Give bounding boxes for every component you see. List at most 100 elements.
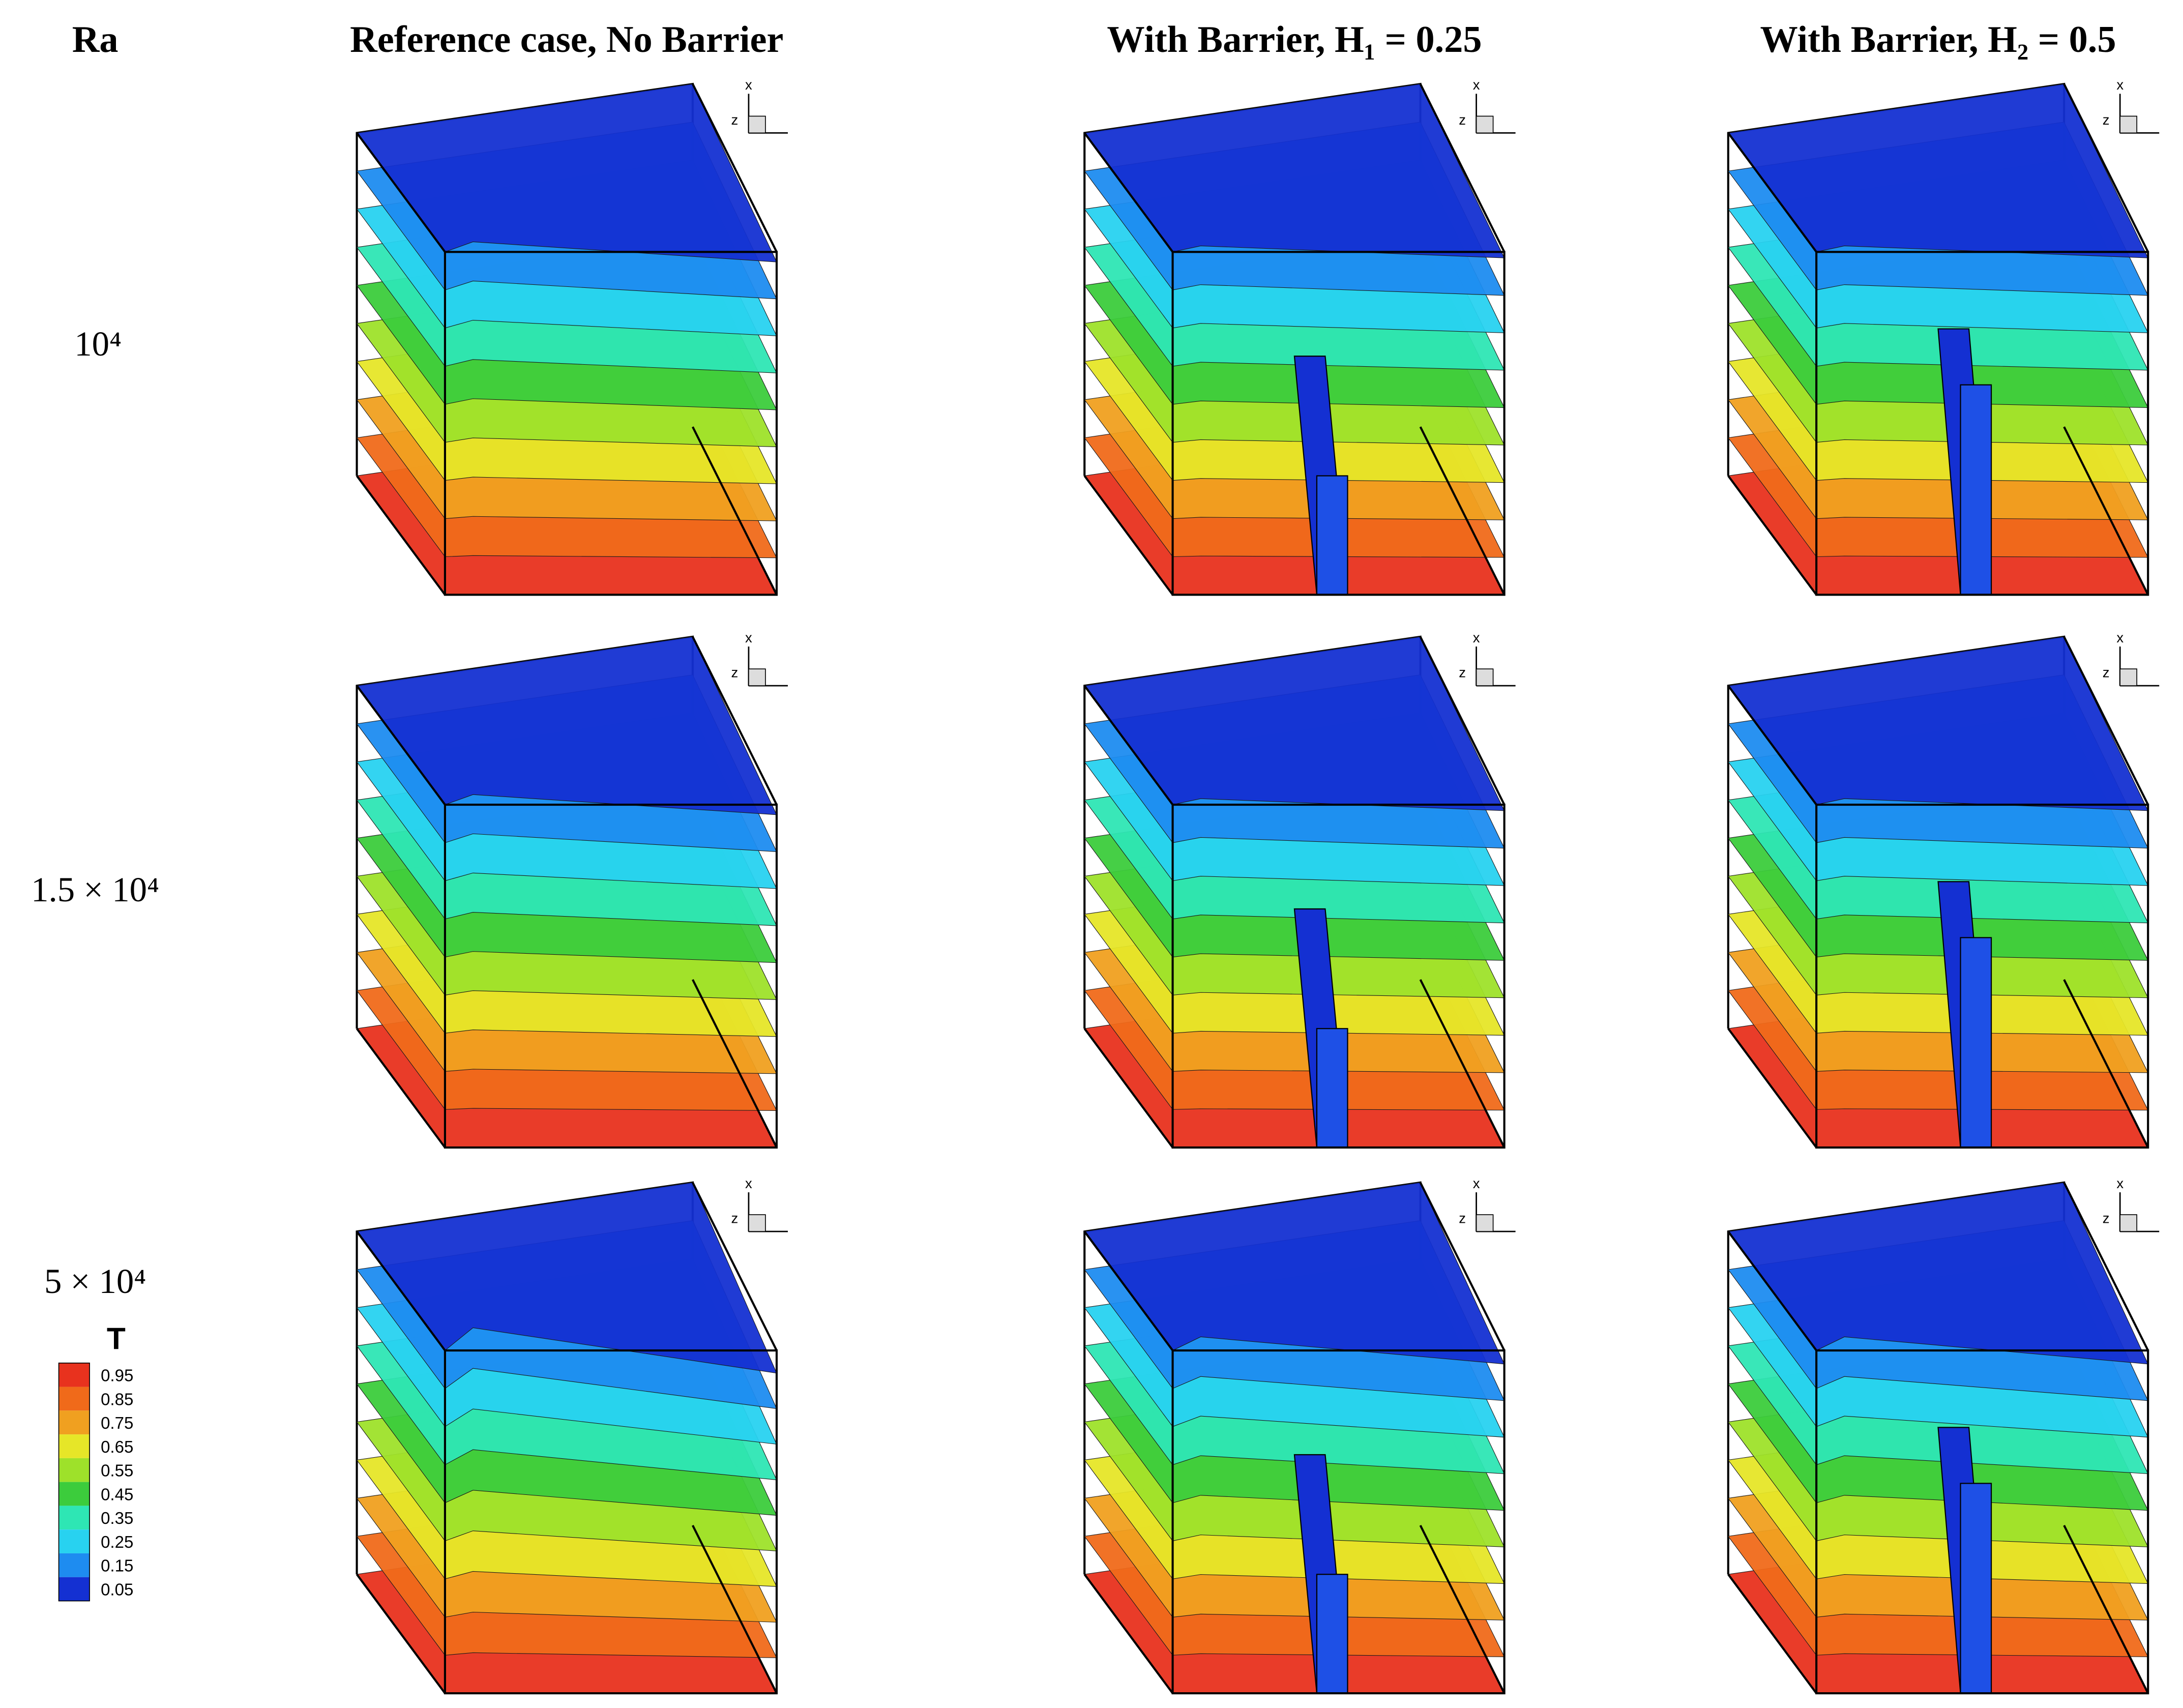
barrier-front — [1960, 384, 1992, 596]
box-edge — [356, 1027, 446, 1149]
box-edge — [1083, 475, 1174, 596]
legend-swatch — [58, 1387, 90, 1411]
axis-cube — [2119, 1214, 2138, 1232]
column-header: Reference case, No Barrier — [350, 19, 783, 61]
box-edge — [356, 1573, 446, 1694]
legend-label: 0.15 — [101, 1556, 133, 1575]
box-edge — [692, 426, 778, 596]
plot-panel: xz — [356, 630, 788, 1149]
axis-label: z — [1459, 1211, 1466, 1226]
axis-label: x — [1473, 1175, 1480, 1191]
box-edge — [2063, 979, 2149, 1149]
legend-label: 0.75 — [101, 1413, 133, 1432]
legend-label: 0.25 — [101, 1533, 133, 1551]
plot-panel: xz — [356, 1175, 788, 1695]
axis-label: x — [1473, 77, 1480, 93]
plot-panel: xz — [1083, 1175, 1516, 1695]
box-edge — [2063, 636, 2149, 805]
box-edge — [692, 1182, 778, 1351]
axis-label: z — [1459, 112, 1466, 128]
box-edge — [1727, 1573, 1817, 1694]
box-edge — [692, 1525, 778, 1694]
box-edge — [1419, 979, 1506, 1149]
box-edge — [1419, 83, 1506, 253]
box-edge — [1727, 1027, 1817, 1149]
barrier-front — [1316, 1028, 1348, 1149]
row-label: 1.5 × 10⁴ — [31, 870, 159, 909]
axis-cube — [2119, 668, 2138, 686]
box-edge — [692, 83, 778, 253]
row-label: 5 × 10⁴ — [44, 1262, 146, 1301]
row-header: Ra — [72, 19, 119, 61]
box-edge — [1727, 132, 1817, 253]
axis-cube — [748, 115, 766, 134]
axis-cube — [2119, 115, 2138, 134]
axis-label: x — [745, 77, 752, 93]
axis-label: z — [1459, 665, 1466, 681]
box-edge — [1419, 426, 1506, 596]
box-edge — [692, 636, 778, 805]
axis-label: z — [731, 665, 739, 681]
row-label: 10⁴ — [74, 325, 122, 363]
axis-label: x — [2116, 1175, 2123, 1191]
plot-panel: xz — [356, 77, 788, 596]
legend-label: 0.35 — [101, 1509, 133, 1527]
box-edge — [2063, 1525, 2149, 1694]
plot-panel: xz — [1727, 77, 2160, 596]
barrier-front — [1960, 937, 1992, 1149]
box-edge — [1083, 685, 1174, 806]
axis-label: z — [731, 1211, 739, 1226]
legend-swatch — [58, 1458, 90, 1482]
axis-cube — [1476, 1214, 1494, 1232]
plot-panel: xz — [1083, 630, 1516, 1149]
box-edge — [1727, 1230, 1817, 1351]
axis-cube — [748, 1214, 766, 1232]
column-header: With Barrier, H₁ = 0.25 — [1107, 19, 1482, 61]
axis-cube — [748, 668, 766, 686]
axis-label: z — [2103, 665, 2110, 681]
barrier-front — [1960, 1483, 1992, 1694]
axis-label: z — [2103, 112, 2110, 128]
barrier-front — [1316, 1574, 1348, 1694]
axis-label: x — [745, 1175, 752, 1191]
box-edge — [1083, 132, 1174, 253]
axis-label: z — [2103, 1211, 2110, 1226]
plot-panel: xz — [1727, 630, 2160, 1149]
legend-swatch — [58, 1577, 90, 1601]
legend-frame — [58, 1362, 90, 1602]
box-edge — [1419, 636, 1506, 805]
box-edge — [1083, 1230, 1174, 1351]
legend-label: 0.05 — [101, 1580, 133, 1599]
box-edge — [356, 132, 446, 253]
legend-swatch — [58, 1482, 90, 1506]
box-edge — [1419, 1182, 1506, 1351]
box-edge — [1419, 1525, 1506, 1694]
axis-label: x — [2116, 77, 2123, 93]
legend-label: 0.45 — [101, 1485, 133, 1504]
legend-swatch — [58, 1363, 90, 1387]
box-edge — [2063, 83, 2149, 253]
axis-label: x — [745, 630, 752, 645]
box-edge — [1727, 475, 1817, 596]
box-edge — [692, 979, 778, 1149]
box-edge — [356, 685, 446, 806]
plot-panel: xz — [1727, 1175, 2160, 1695]
legend-label: 0.55 — [101, 1461, 133, 1480]
column-header: With Barrier, H₂ = 0.5 — [1760, 19, 2116, 61]
box-edge — [1727, 685, 1817, 806]
barrier-front — [1316, 475, 1348, 596]
box-edge — [2063, 426, 2149, 596]
plot-panel: xz — [1083, 77, 1516, 596]
axis-label: x — [2116, 630, 2123, 645]
axis-cube — [1476, 115, 1494, 134]
axis-label: x — [1473, 630, 1480, 645]
legend-swatch — [58, 1506, 90, 1530]
legend-swatch — [58, 1410, 90, 1435]
legend-swatch — [58, 1434, 90, 1458]
box-edge — [1083, 1027, 1174, 1149]
box-edge — [1083, 1573, 1174, 1694]
legend-title: T — [107, 1321, 126, 1356]
axis-label: z — [731, 112, 739, 128]
